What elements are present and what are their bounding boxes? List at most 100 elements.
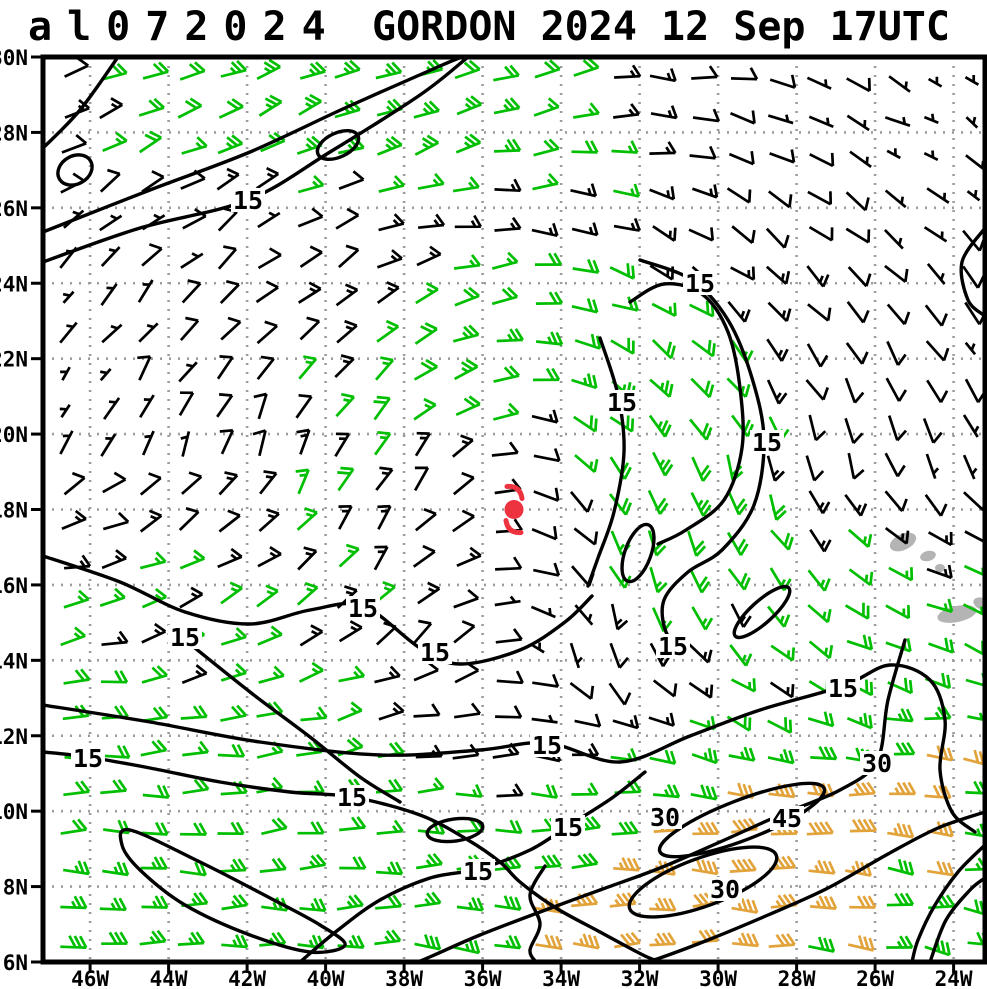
wind-barb <box>337 934 365 949</box>
wind-barb <box>217 547 243 569</box>
wind-barb <box>299 853 327 871</box>
lon-tick-label: 34W <box>542 967 580 989</box>
wind-barb <box>535 934 563 950</box>
wind-barb <box>844 493 868 517</box>
wind-barb <box>62 860 91 876</box>
wind-barb <box>180 252 204 269</box>
wind-barb <box>59 404 71 419</box>
wind-barb <box>690 377 715 399</box>
wind-barb <box>378 213 405 232</box>
isotach-label: 45 <box>772 804 802 833</box>
wind-barb <box>532 367 561 382</box>
wind-barb <box>338 665 366 683</box>
wind-barb <box>924 706 952 721</box>
wind-barb-field <box>59 57 985 957</box>
wind-barb <box>769 74 797 89</box>
wind-barb <box>925 340 950 362</box>
lon-tick-label: 24W <box>935 967 973 989</box>
wind-barb <box>574 604 594 626</box>
wind-barb <box>966 189 981 202</box>
isotach-label-mask <box>648 805 682 829</box>
wind-barb <box>492 402 520 421</box>
wind-barb <box>610 337 635 355</box>
wind-barb <box>687 530 707 557</box>
axes: 6N 8N 10N 12N 14N 16N 18N 20N 22N 24N 26N 28N 30N 46W… <box>0 46 973 989</box>
tropical-storm-icon-arm <box>503 518 524 536</box>
isotach-label: 15 <box>420 638 450 667</box>
wind-barb <box>769 149 796 164</box>
wind-barb <box>181 136 208 155</box>
wind-barb <box>886 892 915 907</box>
wind-barb <box>335 207 360 230</box>
wind-barb <box>846 634 874 651</box>
wind-barb <box>886 340 907 366</box>
wind-barb <box>845 342 869 365</box>
wind-barb <box>649 749 677 765</box>
wind-barb <box>455 784 483 798</box>
isotach-contour-15 <box>118 827 347 955</box>
wind-barb <box>454 286 480 307</box>
wind-barb <box>535 291 564 305</box>
wind-barb <box>846 77 871 93</box>
wind-barb <box>691 606 714 631</box>
wind-barb <box>298 93 322 116</box>
wind-barb <box>452 509 475 533</box>
wind-barb <box>297 821 325 835</box>
wind-barb <box>769 681 795 699</box>
wind-barb <box>61 134 88 154</box>
wind-barb <box>456 95 483 116</box>
wind-barb <box>964 341 977 356</box>
lon-tick-label: 26W <box>856 967 894 989</box>
wind-barb <box>846 713 873 730</box>
wind-barb <box>572 102 600 119</box>
wind-barb <box>573 415 598 433</box>
wind-barb <box>965 780 985 795</box>
lat-tick-label: 10N <box>0 800 28 824</box>
wind-barb <box>770 529 794 551</box>
wind-barb <box>141 665 168 684</box>
wind-barb <box>217 743 246 758</box>
wind-barb <box>256 584 279 608</box>
lat-tick-label: 24N <box>0 272 28 296</box>
isotach-contour-15 <box>43 663 977 834</box>
wind-barb <box>608 493 633 516</box>
wind-barb <box>378 701 405 721</box>
wind-barb <box>256 320 278 345</box>
wind-barb <box>376 98 404 117</box>
isotach-contour-15 <box>620 522 656 584</box>
wind-barb <box>574 713 602 728</box>
islands <box>889 532 987 623</box>
wind-barb <box>691 184 719 199</box>
wind-barb <box>177 931 206 946</box>
wind-barb <box>495 705 523 719</box>
isotach-label: 15 <box>348 594 378 623</box>
wind-barb <box>688 227 715 242</box>
wind-barb <box>574 454 599 474</box>
wind-barb <box>613 217 641 232</box>
wind-barb <box>63 471 86 496</box>
isotach-label-mask <box>656 634 690 658</box>
wind-barb <box>220 316 242 341</box>
wind-barb <box>727 490 748 516</box>
wind-barb <box>574 816 602 833</box>
isotach-contour-15 <box>638 258 766 654</box>
wind-barb <box>651 339 676 360</box>
wind-barb <box>884 189 907 209</box>
wind-barb <box>649 186 676 201</box>
wind-barb <box>179 586 204 609</box>
isotach-label: 30 <box>650 803 680 832</box>
wind-barb <box>731 898 759 914</box>
wind-barb <box>847 452 865 480</box>
wind-barb <box>491 441 519 457</box>
wind-barb <box>259 857 287 873</box>
wind-barb <box>534 854 562 870</box>
wind-barb <box>689 145 717 160</box>
lat-tick-label: 6N <box>3 951 28 975</box>
wind-barb <box>451 434 474 458</box>
isotach-label: 15 <box>658 632 688 661</box>
wind-barb <box>453 620 476 644</box>
wind-barb <box>766 455 785 482</box>
wind-barb <box>769 855 797 871</box>
wind-barb <box>416 59 444 78</box>
wind-barb <box>260 131 286 153</box>
